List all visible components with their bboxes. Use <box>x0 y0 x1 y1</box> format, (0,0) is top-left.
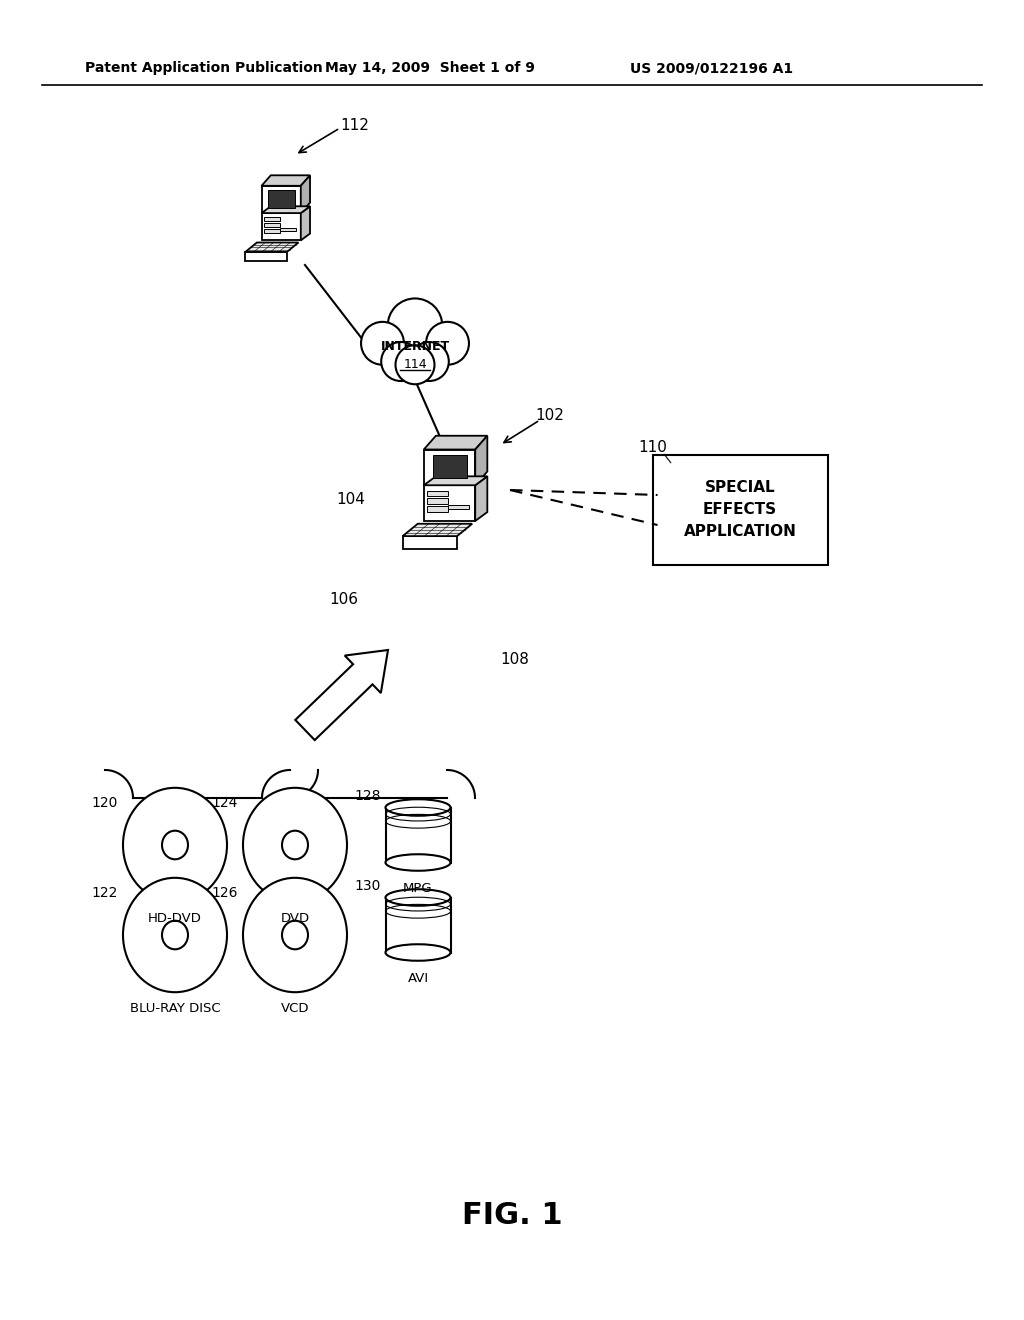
Polygon shape <box>261 206 310 213</box>
Ellipse shape <box>162 830 188 859</box>
Polygon shape <box>424 450 475 486</box>
FancyBboxPatch shape <box>264 223 280 227</box>
Text: 104: 104 <box>336 492 365 507</box>
FancyBboxPatch shape <box>652 455 827 565</box>
Circle shape <box>410 342 449 381</box>
Text: 102: 102 <box>535 408 564 422</box>
Text: 130: 130 <box>354 879 381 892</box>
FancyBboxPatch shape <box>427 507 449 512</box>
Polygon shape <box>402 524 472 536</box>
Ellipse shape <box>162 921 188 949</box>
Ellipse shape <box>282 921 308 949</box>
Polygon shape <box>475 436 487 486</box>
Polygon shape <box>301 176 310 213</box>
Ellipse shape <box>282 830 308 859</box>
Polygon shape <box>261 186 301 213</box>
FancyBboxPatch shape <box>280 228 296 231</box>
Text: 122: 122 <box>91 887 118 900</box>
Text: INTERNET: INTERNET <box>381 341 450 354</box>
Text: MPG: MPG <box>403 883 433 895</box>
FancyBboxPatch shape <box>427 491 449 496</box>
Text: 110: 110 <box>639 441 668 455</box>
Polygon shape <box>424 486 475 521</box>
Text: 128: 128 <box>354 788 381 803</box>
Text: Patent Application Publication: Patent Application Publication <box>85 61 323 75</box>
Ellipse shape <box>385 799 451 816</box>
Text: HD-DVD: HD-DVD <box>148 912 202 925</box>
FancyBboxPatch shape <box>385 898 451 953</box>
Polygon shape <box>246 252 287 261</box>
Text: US 2009/0122196 A1: US 2009/0122196 A1 <box>630 61 794 75</box>
Ellipse shape <box>123 788 227 902</box>
Text: FIG. 1: FIG. 1 <box>462 1200 562 1229</box>
Ellipse shape <box>243 878 347 993</box>
Polygon shape <box>301 206 310 240</box>
Polygon shape <box>424 436 487 450</box>
Ellipse shape <box>385 944 451 961</box>
Polygon shape <box>433 455 467 478</box>
Polygon shape <box>261 213 301 240</box>
Text: 112: 112 <box>340 117 369 132</box>
Text: SPECIAL: SPECIAL <box>705 480 775 495</box>
Text: 106: 106 <box>329 593 358 607</box>
Circle shape <box>395 346 434 384</box>
Text: APPLICATION: APPLICATION <box>684 524 797 540</box>
Polygon shape <box>475 477 487 521</box>
Circle shape <box>426 322 469 364</box>
Text: 120: 120 <box>91 796 118 810</box>
FancyBboxPatch shape <box>427 499 449 504</box>
Circle shape <box>361 322 403 364</box>
Text: 114: 114 <box>403 359 427 371</box>
Text: 124: 124 <box>212 796 238 810</box>
Text: 108: 108 <box>500 652 528 668</box>
FancyBboxPatch shape <box>449 506 469 510</box>
Text: DVD: DVD <box>281 912 309 925</box>
Polygon shape <box>261 176 310 186</box>
Polygon shape <box>424 477 487 486</box>
Ellipse shape <box>243 788 347 902</box>
Polygon shape <box>402 536 457 549</box>
FancyBboxPatch shape <box>385 808 451 862</box>
FancyBboxPatch shape <box>264 230 280 234</box>
Ellipse shape <box>385 854 451 871</box>
Polygon shape <box>246 243 298 252</box>
Text: 126: 126 <box>212 887 238 900</box>
FancyBboxPatch shape <box>264 218 280 222</box>
Polygon shape <box>268 190 295 207</box>
Ellipse shape <box>123 878 227 993</box>
Polygon shape <box>295 649 388 741</box>
Ellipse shape <box>385 890 451 906</box>
Text: May 14, 2009  Sheet 1 of 9: May 14, 2009 Sheet 1 of 9 <box>325 61 535 75</box>
Text: EFFECTS: EFFECTS <box>702 503 777 517</box>
Text: AVI: AVI <box>408 973 429 986</box>
Text: VCD: VCD <box>281 1002 309 1015</box>
Text: BLU-RAY DISC: BLU-RAY DISC <box>130 1002 220 1015</box>
Circle shape <box>381 342 420 381</box>
Circle shape <box>388 298 442 352</box>
